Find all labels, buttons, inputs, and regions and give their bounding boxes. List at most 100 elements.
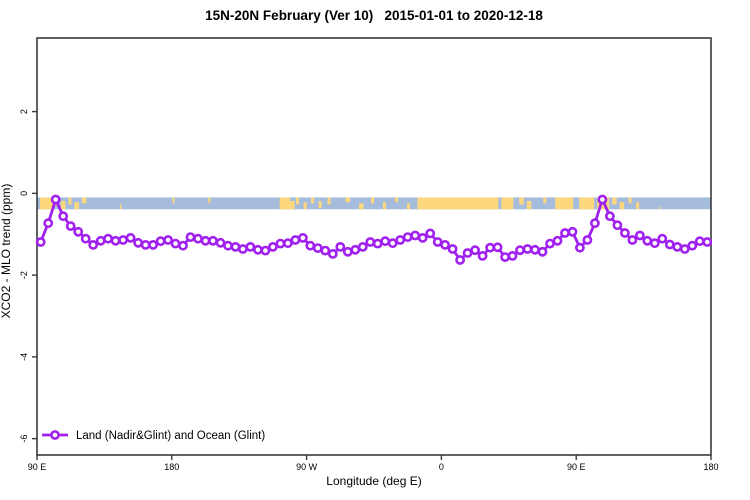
data-point (35, 237, 46, 247)
data-point (327, 248, 338, 259)
legend: Land (Nadir&Glint) and Ocean (Glint) (42, 430, 265, 442)
data-point (305, 240, 316, 251)
data-point (402, 232, 413, 242)
land-segment (290, 200, 295, 210)
land-segment (60, 200, 66, 210)
data-point (372, 238, 383, 249)
data-point (208, 235, 218, 246)
land-segment (543, 197, 547, 204)
data-point (440, 239, 450, 250)
data-point (612, 220, 623, 231)
data-point (223, 240, 233, 251)
chart-title: 15N-20N February (Ver 10) 2015-01-01 to … (205, 8, 543, 23)
land-segment (296, 197, 300, 205)
data-point (65, 221, 76, 231)
data-point (118, 235, 128, 245)
land-segment (208, 197, 211, 204)
data-point (410, 230, 421, 241)
data-point (687, 240, 698, 251)
data-point (545, 238, 555, 249)
land-segment (311, 197, 315, 204)
data-point (627, 235, 638, 245)
data-point (575, 242, 585, 253)
data-point (215, 237, 226, 248)
data-point (312, 243, 323, 253)
data-point (163, 235, 173, 245)
x-axis-title: Longitude (deg E) (326, 474, 422, 488)
legend-label: Land (Nadir&Glint) and Ocean (Glint) (76, 430, 265, 442)
data-point (73, 226, 84, 237)
data-point (88, 239, 99, 250)
data-point (635, 230, 645, 241)
data-point (267, 241, 278, 252)
land-segment (406, 203, 410, 210)
land-ocean-band (37, 197, 711, 210)
data-point (252, 244, 263, 255)
data-point (125, 232, 136, 243)
y-tick-label: -2 (19, 271, 29, 279)
data-point (500, 252, 510, 262)
data-point (335, 241, 346, 252)
data-point (492, 242, 503, 253)
land-segment (394, 197, 398, 203)
data-point (515, 245, 525, 256)
land-segment (318, 200, 322, 209)
data-point (200, 235, 211, 246)
data-point (597, 194, 608, 205)
data-point (357, 241, 368, 252)
data-point (522, 244, 533, 254)
data-point (395, 235, 406, 245)
data-point (447, 244, 458, 254)
data-point (537, 246, 548, 257)
data-point (477, 250, 488, 261)
data-point (140, 239, 151, 250)
data-point (679, 244, 690, 254)
data-point (170, 238, 181, 249)
data-point (178, 240, 188, 251)
data-point (320, 245, 331, 256)
data-point (672, 241, 683, 252)
data-point (380, 236, 391, 247)
data-point (620, 228, 630, 238)
data-point (282, 238, 293, 249)
land-segment (501, 197, 514, 210)
land-segment (519, 197, 524, 205)
data-point (275, 238, 286, 249)
data-point (43, 218, 54, 229)
data-point (290, 235, 301, 245)
data-point (485, 242, 495, 253)
land-segment (359, 203, 364, 210)
data-point (507, 250, 518, 261)
data-point (260, 245, 271, 256)
data-point (552, 235, 563, 246)
data-point (148, 239, 158, 250)
land-segment (39, 197, 54, 210)
land-segment (327, 197, 331, 205)
land-segment (417, 197, 499, 210)
x-tick-label: 90 E (28, 462, 47, 472)
data-point (193, 233, 203, 244)
land-segment (345, 197, 351, 203)
land-segment (628, 197, 632, 204)
data-point (133, 237, 143, 248)
land-segment (81, 197, 87, 204)
data-point (58, 211, 69, 222)
y-tick-label: 2 (19, 109, 29, 114)
data-point (387, 238, 398, 249)
land-segment (371, 197, 374, 204)
x-tick-label: 0 (439, 462, 444, 472)
land-segment (619, 202, 625, 210)
data-point (605, 211, 615, 222)
land-segment (579, 197, 595, 210)
y-tick-label: 0 (19, 191, 29, 196)
x-tick-label: 180 (703, 462, 718, 472)
y-tick-label: -4 (19, 353, 29, 361)
x-tick-label: 180 (164, 462, 179, 472)
data-point (365, 237, 376, 247)
data-point (50, 194, 61, 205)
data-point (350, 244, 361, 255)
data-point (237, 244, 248, 254)
data-point (657, 233, 668, 244)
land-segment (120, 204, 122, 210)
